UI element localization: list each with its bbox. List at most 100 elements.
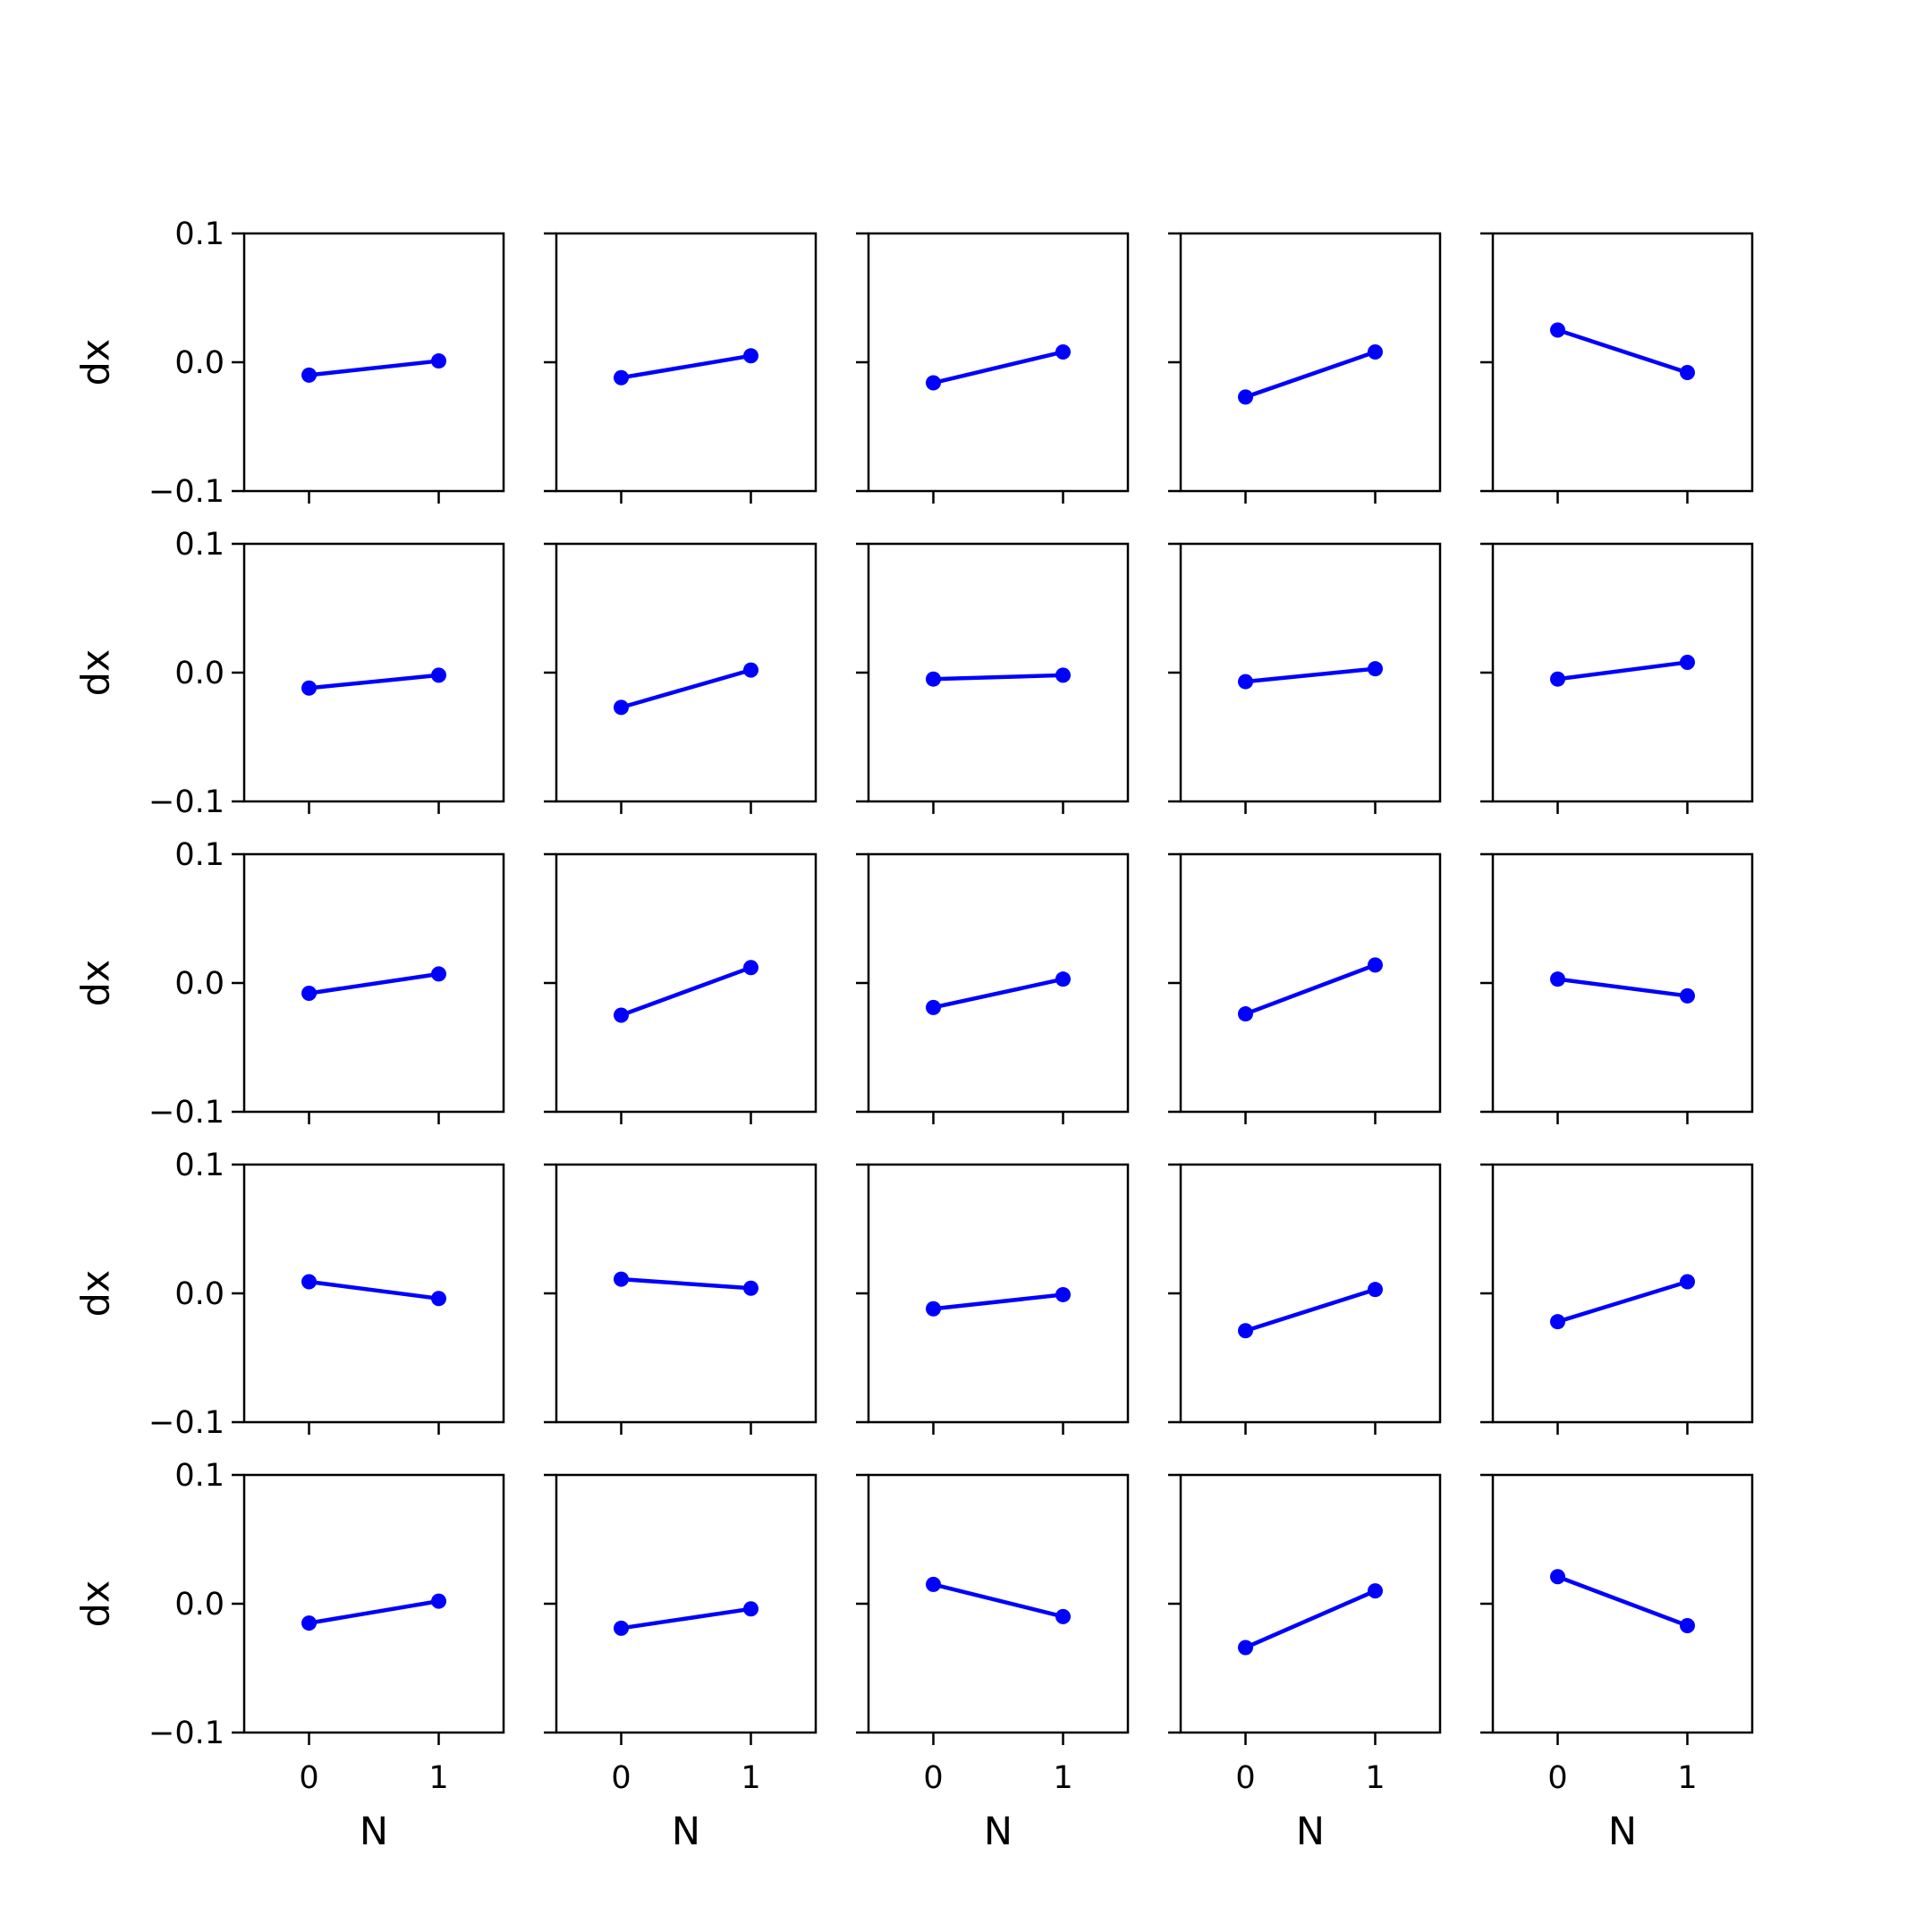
x-axis-label: N bbox=[672, 1809, 700, 1854]
data-point-r2c4-0 bbox=[1550, 971, 1565, 987]
series-line-r0c0 bbox=[307, 359, 441, 377]
data-point-r2c3-0 bbox=[1238, 1006, 1253, 1022]
data-point-r0c0-0 bbox=[301, 367, 317, 383]
data-point-r4c1-0 bbox=[614, 1620, 629, 1636]
y-tick-label: 0.0 bbox=[174, 1276, 225, 1312]
data-point-r1c0-1 bbox=[431, 667, 446, 683]
data-point-r0c1-1 bbox=[743, 348, 758, 364]
data-point-r1c1-1 bbox=[743, 662, 758, 678]
panel-frame-r4c2 bbox=[867, 1473, 1130, 1734]
x-tick-label: 1 bbox=[428, 1760, 448, 1796]
panel-frame-r3c4 bbox=[1491, 1163, 1754, 1424]
y-axis-label: dx bbox=[74, 960, 119, 1007]
data-point-r0c3-0 bbox=[1238, 389, 1253, 405]
panel-frame-r0c1 bbox=[555, 232, 818, 493]
x-tick-label: 0 bbox=[299, 1760, 318, 1796]
series-line-r4c3 bbox=[1242, 1588, 1378, 1650]
data-point-r3c3-0 bbox=[1238, 1323, 1253, 1339]
series-line-r1c0 bbox=[307, 673, 441, 691]
x-tick-label: 0 bbox=[1547, 1760, 1567, 1796]
x-axis-label: N bbox=[1608, 1809, 1637, 1854]
panel-frame-r3c2 bbox=[867, 1163, 1130, 1424]
data-point-r3c1-0 bbox=[614, 1271, 629, 1287]
data-point-r0c1-0 bbox=[614, 369, 629, 386]
data-point-r4c2-1 bbox=[1055, 1608, 1071, 1624]
panel-frame-r0c3 bbox=[1179, 232, 1442, 493]
data-point-r2c0-0 bbox=[301, 986, 317, 1002]
series-line-r0c1 bbox=[618, 353, 754, 380]
panel-frame-r0c2 bbox=[867, 232, 1130, 493]
data-point-r4c2-0 bbox=[926, 1576, 941, 1592]
data-point-r4c0-0 bbox=[301, 1615, 317, 1631]
x-tick-label: 1 bbox=[741, 1760, 760, 1796]
series-line-r1c3 bbox=[1243, 666, 1377, 684]
series-line-r3c4 bbox=[1555, 1279, 1690, 1325]
series-line-r3c1 bbox=[619, 1276, 753, 1291]
y-tick-label: 0.1 bbox=[174, 1148, 225, 1183]
panel-frame-r3c0 bbox=[242, 1163, 505, 1424]
y-axis-label: dx bbox=[74, 649, 119, 697]
data-point-r2c0-1 bbox=[431, 966, 446, 982]
x-tick-label: 1 bbox=[1365, 1760, 1385, 1796]
y-axis-label: dx bbox=[74, 1580, 119, 1628]
data-point-r2c1-1 bbox=[743, 960, 758, 976]
data-point-r3c2-1 bbox=[1055, 1286, 1071, 1302]
x-tick-label: 1 bbox=[1053, 1760, 1072, 1796]
data-point-r1c3-0 bbox=[1238, 674, 1253, 690]
data-point-r1c2-0 bbox=[926, 671, 941, 687]
x-axis-label: N bbox=[360, 1809, 388, 1854]
x-tick-label: 1 bbox=[1677, 1760, 1697, 1796]
data-point-r0c3-1 bbox=[1368, 343, 1383, 360]
data-point-r4c4-1 bbox=[1680, 1617, 1695, 1633]
x-tick-label: 0 bbox=[1235, 1760, 1255, 1796]
x-axis-label: N bbox=[1296, 1809, 1325, 1854]
y-tick-label: −0.1 bbox=[148, 1716, 225, 1751]
data-point-r1c2-1 bbox=[1055, 667, 1071, 683]
y-tick-label: −0.1 bbox=[148, 474, 225, 510]
series-line-r4c4 bbox=[1555, 1573, 1690, 1629]
y-tick-label: 0.0 bbox=[174, 656, 225, 691]
series-line-r0c3 bbox=[1242, 349, 1378, 400]
data-point-r1c0-0 bbox=[301, 680, 317, 696]
series-line-r4c2 bbox=[930, 1581, 1066, 1620]
panel-frame-r3c1 bbox=[555, 1163, 818, 1424]
data-point-r4c3-1 bbox=[1368, 1583, 1383, 1599]
data-point-r1c1-0 bbox=[614, 699, 629, 716]
data-point-r4c1-1 bbox=[743, 1601, 758, 1617]
series-line-r3c3 bbox=[1242, 1286, 1378, 1334]
panel-frame-r2c2 bbox=[867, 852, 1130, 1114]
series-line-r4c1 bbox=[618, 1606, 754, 1631]
panel-frame-r1c3 bbox=[1179, 542, 1442, 803]
panel-frame-r4c3 bbox=[1179, 1473, 1442, 1734]
panel-frame-r0c4 bbox=[1491, 232, 1754, 493]
panel-frame-r1c1 bbox=[555, 542, 818, 803]
panel-frame-r4c4 bbox=[1491, 1473, 1754, 1734]
data-point-r4c4-0 bbox=[1550, 1569, 1565, 1585]
data-point-r2c2-1 bbox=[1055, 971, 1071, 987]
data-point-r0c2-0 bbox=[926, 375, 941, 391]
series-line-r3c2 bbox=[931, 1292, 1065, 1311]
y-tick-label: 0.0 bbox=[174, 345, 225, 381]
x-tick-label: 0 bbox=[611, 1760, 631, 1796]
data-point-r4c0-1 bbox=[431, 1593, 446, 1609]
y-tick-label: 0.1 bbox=[174, 837, 225, 873]
data-point-r3c2-0 bbox=[926, 1301, 941, 1317]
data-point-r0c2-1 bbox=[1055, 343, 1071, 360]
data-point-r2c1-0 bbox=[614, 1007, 629, 1023]
panel-frame-r1c4 bbox=[1491, 542, 1754, 803]
series-line-r1c2 bbox=[931, 673, 1065, 682]
data-point-r0c4-0 bbox=[1550, 322, 1565, 338]
series-line-r2c2 bbox=[930, 977, 1066, 1011]
panel-frame-r4c0 bbox=[242, 1473, 505, 1734]
panel-frame-r1c0 bbox=[242, 542, 505, 803]
series-line-r0c2 bbox=[930, 349, 1066, 386]
panel-frame-r2c1 bbox=[555, 852, 818, 1114]
x-axis-label: N bbox=[984, 1809, 1013, 1854]
y-axis-label: dx bbox=[74, 1270, 119, 1318]
series-line-r4c0 bbox=[306, 1598, 442, 1626]
data-point-r3c0-1 bbox=[431, 1291, 446, 1307]
data-point-r3c0-0 bbox=[301, 1274, 317, 1290]
panel-frame-r3c3 bbox=[1179, 1163, 1442, 1424]
data-point-r2c3-1 bbox=[1368, 957, 1383, 973]
